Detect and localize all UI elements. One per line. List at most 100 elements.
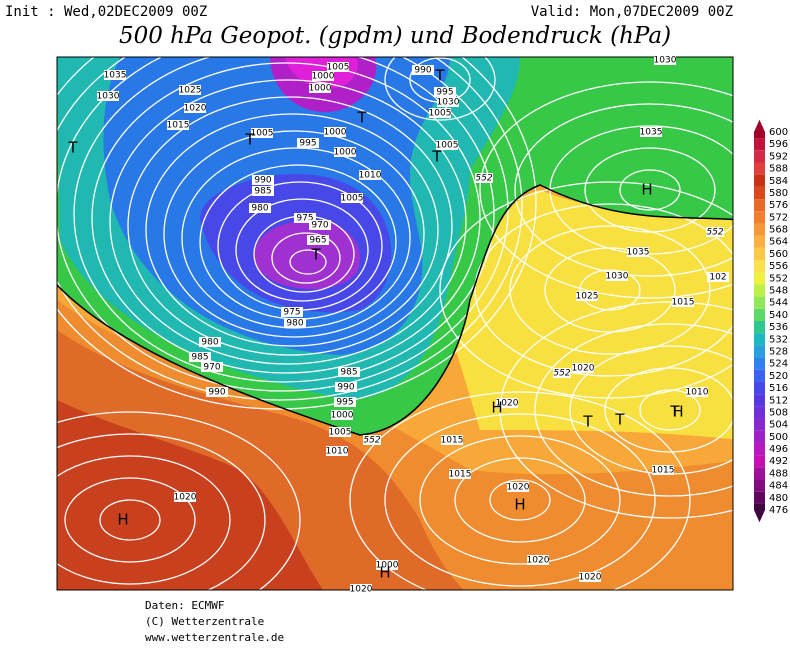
isobar-line <box>489 479 551 521</box>
isobar-label-bg <box>359 170 381 180</box>
isobar-line <box>419 435 621 565</box>
isobar-label-bg <box>341 193 363 203</box>
isobar-label: 1010 <box>326 447 349 457</box>
colorbar-label: 548 <box>769 286 788 297</box>
colorbar-swatch <box>754 223 765 236</box>
colorbar-swatch <box>754 260 765 273</box>
isobar-label-bg <box>338 367 360 377</box>
map-labels: 1035 1030 1025 1020 1015 1005 995 1000 1000 1010 9… <box>67 55 729 595</box>
isobar-line <box>163 130 425 338</box>
map-frame <box>56 56 734 591</box>
colorbar-swatch <box>754 381 765 395</box>
colorbar-label: 576 <box>769 200 788 211</box>
isobar-label-bg <box>331 410 353 420</box>
pressure-center: H <box>514 496 525 514</box>
isobar-label: 1025 <box>179 86 202 96</box>
isobar-label-bg <box>429 108 451 118</box>
isobar-line <box>57 455 231 585</box>
isobar-line <box>73 57 495 383</box>
isobar-label-bg <box>249 203 271 213</box>
colorbar-label: 480 <box>769 493 788 504</box>
pressure-center: H <box>379 564 390 582</box>
colorbar-swatch <box>754 296 765 309</box>
isobar-label-bg <box>179 85 201 95</box>
isobar-line <box>639 389 701 431</box>
isobar-label: 1015 <box>441 436 464 446</box>
isobar-label-bg <box>441 435 463 445</box>
isobar-label-bg <box>627 247 649 257</box>
isobar-label-bg <box>572 363 594 373</box>
isobar-label-bg <box>324 127 346 137</box>
isobar-label: 980 <box>286 319 303 329</box>
isobar-line <box>91 62 481 374</box>
pressure-center: T <box>431 148 442 166</box>
isobar-label: 1000 <box>376 561 399 571</box>
isobar-label: 985 <box>254 187 271 197</box>
isobar-label-bg <box>350 584 372 594</box>
isobar-label-bg <box>436 140 458 150</box>
isobar-line <box>109 79 467 365</box>
colorbar-swatch <box>754 430 765 443</box>
colorbar-swatch <box>754 119 765 139</box>
isobar-label-bg <box>496 398 518 408</box>
colorbar-label: 544 <box>769 298 788 309</box>
isobar-label-bg <box>281 307 303 317</box>
isobar-label-bg <box>312 71 334 81</box>
isobar-label-bg <box>297 138 319 148</box>
isobar-label: 1010 <box>359 171 382 181</box>
pressure-center: T <box>582 413 593 431</box>
isobar-line <box>604 367 733 453</box>
isobar-label: 1005 <box>327 63 350 73</box>
colorbar-label: 516 <box>769 383 788 394</box>
colorbar-label: 488 <box>769 468 788 479</box>
isobar-label-bg <box>329 427 351 437</box>
isobar-label: 1020 <box>572 364 595 374</box>
pressure-center: T <box>614 411 625 429</box>
isobar-label-bg <box>199 337 221 347</box>
isobar-line <box>579 269 641 311</box>
isobar-line <box>509 225 711 355</box>
isobar-label-bg <box>434 87 456 97</box>
colorbar-swatch <box>754 418 765 431</box>
colorbar-swatch <box>754 369 765 382</box>
isobar-label-bg <box>335 382 357 392</box>
colorbar-swatch <box>754 308 765 321</box>
isobar-label: 1000 <box>324 128 347 138</box>
colorbar-label: 508 <box>769 407 788 418</box>
geopotential-label-bg <box>475 173 493 183</box>
isobar-line <box>384 57 496 121</box>
isobar-label-bg <box>201 362 223 372</box>
colorbar-label: 528 <box>769 346 788 357</box>
isobar-line <box>99 499 161 541</box>
isobar-label: 1015 <box>449 470 472 480</box>
isobar-label-bg <box>576 291 598 301</box>
isobar-line <box>534 323 733 497</box>
isobar-label-bg <box>579 572 601 582</box>
colorbar-swatch <box>754 138 765 151</box>
pressure-center: T <box>669 403 680 421</box>
isobar-label: 985 <box>340 368 357 378</box>
isobar-label: 975 <box>296 214 313 224</box>
isobar-label: 995 <box>436 88 453 98</box>
colorbar-label: 532 <box>769 334 788 345</box>
isobar-label: 1015 <box>652 466 675 476</box>
map-title: 500 hPa Geopot. (gpdm) und Bodendruck (h… <box>119 23 671 49</box>
footer-url: www.wetterzentrale.de <box>145 631 284 644</box>
isobar-label-bg <box>606 271 628 281</box>
colorbar-label: 524 <box>769 359 788 370</box>
pressure-center: T <box>310 246 321 264</box>
isobar-line <box>235 198 369 302</box>
isobar-line <box>499 301 733 519</box>
isobar-line <box>479 81 733 299</box>
isobar-label: 1000 <box>312 72 335 82</box>
colorbar-label: 504 <box>769 420 788 431</box>
isobar-label: 1035 <box>104 71 127 81</box>
isobar-line <box>474 203 733 377</box>
colorbar-swatch <box>754 503 765 523</box>
colorbar-label: 512 <box>769 395 788 406</box>
isobar-label: 1030 <box>97 92 120 102</box>
isobar-label-bg <box>184 103 206 113</box>
colorbar-label: 596 <box>769 139 788 150</box>
isobar-label: 1030 <box>654 56 677 66</box>
